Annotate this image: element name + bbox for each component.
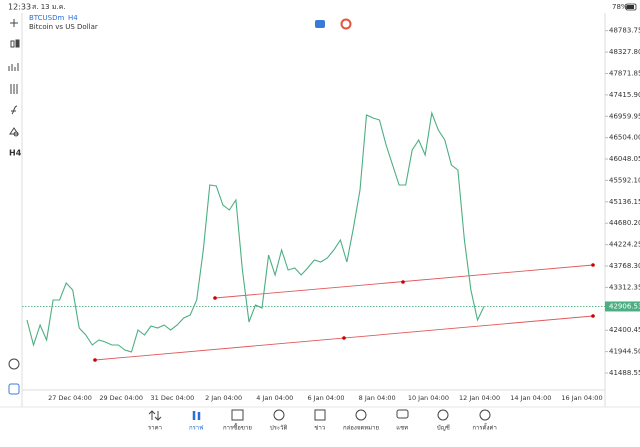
battery-fill: [627, 5, 634, 9]
x-tick-label: 12 Jan 04:00: [459, 394, 500, 402]
nav-icons: [148, 409, 491, 421]
trend-point: [591, 263, 595, 267]
crosshair-tool[interactable]: [10, 19, 18, 27]
trend-point: [93, 358, 97, 362]
y-tick-label: 43312.35: [609, 283, 640, 291]
y-tick-label: 43768.30: [609, 262, 640, 270]
symbol-description: Bitcoin vs US Dollar: [29, 23, 98, 31]
nav-label[interactable]: กล่องจดหมาย: [343, 425, 379, 432]
y-tick-label: 47871.85: [609, 69, 640, 77]
trade-button[interactable]: [315, 20, 325, 28]
x-tick-label: 8 Jan 04:00: [359, 394, 396, 402]
y-tick-label: 46504.00: [609, 134, 640, 142]
left-toolbar: [8, 19, 20, 395]
x-tick-label: 27 Dec 04:00: [48, 394, 92, 402]
y-tick-label: 46048.05: [609, 155, 640, 163]
price-line: [26, 110, 485, 353]
current-price-box: [605, 301, 640, 312]
y-tick-label: 45136.15: [609, 198, 640, 206]
nav-label[interactable]: บัญชี: [437, 424, 450, 432]
objects-tool[interactable]: [9, 127, 19, 137]
y-tick-label: 46959.95: [609, 112, 640, 120]
y-tick-label: 44680.20: [609, 219, 640, 227]
nav-label[interactable]: การซื้อขาย: [223, 422, 252, 432]
nav-icon[interactable]: [273, 409, 285, 421]
chart-type-tool-bar: [15, 39, 20, 48]
nav-label[interactable]: ข่าว: [314, 425, 325, 432]
x-tick-label: 16 Jan 04:00: [561, 394, 602, 402]
volume-tool[interactable]: [8, 63, 19, 71]
x-tick-label: 29 Dec 04:00: [99, 394, 143, 402]
battery-icon: [625, 3, 637, 11]
nav-icon[interactable]: [314, 409, 326, 421]
x-tick-label: 31 Dec 04:00: [151, 394, 195, 402]
trend-lines: [93, 263, 595, 362]
battery-level: 78%: [612, 3, 628, 11]
y-tick-label: 41944.50: [609, 348, 640, 356]
y-tick-label: 42400.45: [609, 326, 640, 334]
current-price-label: 42906.53: [609, 302, 640, 310]
function-tool[interactable]: [11, 105, 18, 115]
y-tick-label: 45592.10: [609, 176, 640, 184]
x-tick-label: 2 Jan 04:00: [205, 394, 242, 402]
trend-point: [213, 296, 217, 300]
y-tick-label: 48327.80: [609, 48, 640, 56]
nav-label[interactable]: กราฟ: [189, 425, 203, 432]
trend-point: [591, 314, 595, 318]
y-tick-label: 44224.25: [609, 241, 640, 249]
indicators-tool[interactable]: [10, 84, 18, 94]
x-tick-label: 10 Jan 04:00: [408, 394, 449, 402]
analysis-tool[interactable]: [8, 358, 20, 370]
nav-icon[interactable]: [437, 409, 449, 421]
nav-label[interactable]: การตั้งค่า: [472, 422, 496, 432]
timeframe-button[interactable]: H4: [9, 149, 22, 158]
nav-icon[interactable]: [355, 409, 367, 421]
signal-tool[interactable]: [8, 383, 20, 395]
y-tick-label: 41488.55: [609, 369, 640, 377]
trend-point: [342, 336, 346, 340]
nav-icon[interactable]: [148, 410, 162, 421]
nav-label[interactable]: ราคา: [148, 425, 162, 432]
x-tick-label: 6 Jan 04:00: [307, 394, 344, 402]
nav-icon[interactable]: [192, 411, 201, 420]
symbol-name: BTCUSDm: [29, 14, 65, 22]
one-click-button[interactable]: [340, 18, 352, 30]
x-tick-label: 4 Jan 04:00: [256, 394, 293, 402]
chart-type-tool[interactable]: [10, 40, 15, 48]
nav-icon[interactable]: [231, 409, 244, 421]
symbol-timeframe: H4: [68, 14, 78, 22]
x-tick-label: 14 Jan 04:00: [510, 394, 551, 402]
y-tick-label: 48783.75: [609, 27, 640, 35]
trend-point: [401, 280, 405, 284]
status-date: ส. 13 ม.ค.: [32, 3, 66, 11]
nav-icon[interactable]: [396, 409, 409, 419]
y-tick-label: 47415.90: [609, 91, 640, 99]
nav-icon[interactable]: [479, 409, 491, 421]
nav-label[interactable]: ประวัติ: [270, 425, 288, 432]
nav-label[interactable]: แชท: [396, 425, 408, 432]
status-time: 12:33: [8, 3, 31, 12]
